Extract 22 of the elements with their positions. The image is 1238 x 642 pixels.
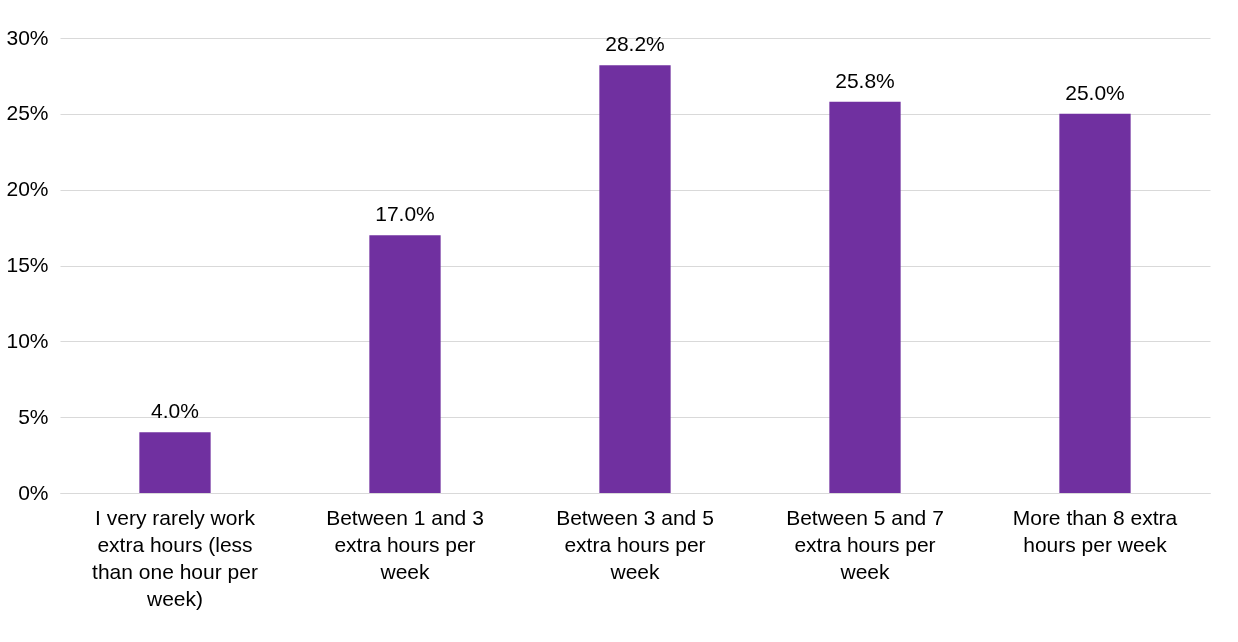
data-label: 28.2% <box>605 32 665 56</box>
y-tick-label: 5% <box>18 404 49 428</box>
y-tick-label: 25% <box>6 101 49 125</box>
bar <box>599 65 671 493</box>
x-tick-label: Between 1 and 3 extra hours per week <box>326 505 484 583</box>
x-tick-label: Between 5 and 7 extra hours per week <box>786 505 944 583</box>
data-label: 4.0% <box>151 399 199 423</box>
bar <box>1059 113 1131 493</box>
data-label: 25.0% <box>1065 80 1125 104</box>
data-label: 25.8% <box>835 68 895 92</box>
y-tick-label: 20% <box>6 177 49 201</box>
data-label: 17.0% <box>375 202 435 226</box>
x-tick-label: Between 3 and 5 extra hours per week <box>556 505 714 583</box>
bar <box>369 235 441 493</box>
y-tick-label: 0% <box>18 480 49 504</box>
y-tick-label: 10% <box>6 328 49 352</box>
x-tick-label: I very rarely work extra hours (less than one hour per week) <box>92 505 258 610</box>
bar <box>829 101 901 493</box>
y-tick-label: 15% <box>6 253 49 276</box>
y-tick-label: 30% <box>6 25 49 49</box>
x-tick-label: More than 8 extra hours per week <box>1012 505 1178 556</box>
bar <box>139 432 211 493</box>
